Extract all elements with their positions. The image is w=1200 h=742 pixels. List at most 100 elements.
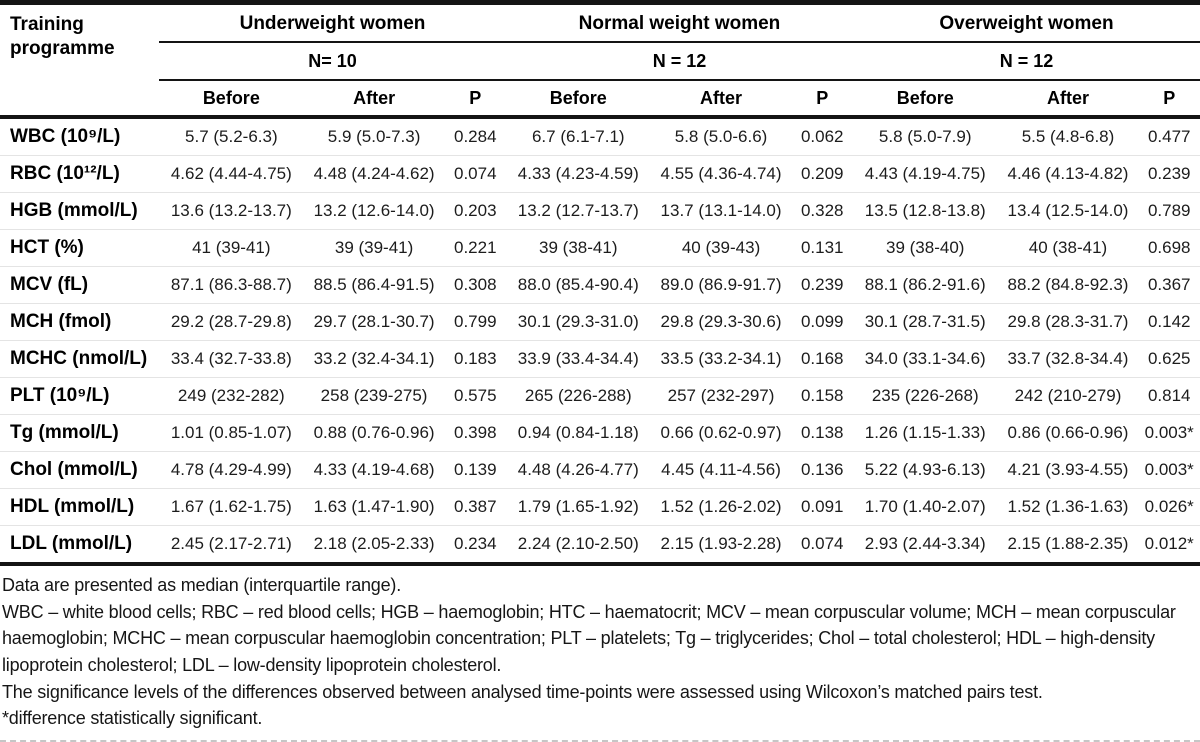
- row-label: HDL (mmol/L): [0, 488, 160, 526]
- data-cell: 4.78 (4.29-4.99): [159, 451, 304, 489]
- row-label: Chol (mmol/L): [0, 451, 160, 489]
- data-cell: 13.5 (12.8-13.8): [852, 192, 998, 230]
- data-cell: 0.94 (0.84-1.18): [505, 414, 651, 452]
- group-n-normal-weight: N = 12: [505, 42, 853, 81]
- data-cell: 235 (226-268): [852, 377, 998, 415]
- data-cell: 1.63 (1.47-1.90): [303, 488, 445, 526]
- data-cell: 13.2 (12.7-13.7): [505, 192, 651, 230]
- data-cell: 5.22 (4.93-6.13): [852, 451, 998, 489]
- data-cell: 0.003*: [1138, 451, 1200, 489]
- data-cell: 34.0 (33.1-34.6): [852, 340, 998, 378]
- data-cell: 88.0 (85.4-90.4): [505, 266, 651, 304]
- data-cell: 1.01 (0.85-1.07): [159, 414, 304, 452]
- table-row: RBC (10¹²/L) 4.62 (4.44-4.75) 4.48 (4.24-4…: [0, 155, 1200, 193]
- data-cell: 40 (38-41): [997, 229, 1139, 267]
- row-label: WBC (10⁹/L): [10, 126, 121, 147]
- data-cell: 0.099: [791, 303, 853, 341]
- group-header-overweight: Overweight women: [852, 2, 1200, 43]
- data-cell: 4.33 (4.23-4.59): [505, 155, 651, 193]
- data-cell: 39 (38-41): [505, 229, 651, 267]
- data-cell: 2.15 (1.93-2.28): [650, 525, 792, 566]
- col-header-after-overweight: After: [997, 80, 1139, 119]
- table-row: HCT (%) 41 (39-41) 39 (39-41) 0.221 39 (38-4…: [0, 229, 1200, 267]
- data-cell: 13.6 (13.2-13.7): [159, 192, 304, 230]
- col-header-p-overweight: P: [1138, 80, 1200, 119]
- data-cell: 88.2 (84.8-92.3): [997, 266, 1139, 304]
- table-row: WBC (10⁹/L) 5.7 (5.2-6.3) 5.9 (5.0-7.3) 0.2…: [0, 117, 1200, 156]
- row-label: PLT (10⁹/L): [0, 377, 160, 415]
- data-cell: 0.158: [791, 377, 853, 415]
- table-row: Chol (mmol/L) 4.78 (4.29-4.99) 4.33 (4.19-…: [0, 451, 1200, 489]
- data-cell: 4.62 (4.44-4.75): [159, 155, 304, 193]
- row-label: LDL (mmol/L): [0, 525, 160, 566]
- col-header-before-underweight: Before: [159, 80, 304, 119]
- data-cell: 33.7 (32.8-34.4): [997, 340, 1139, 378]
- data-cell: 1.67 (1.62-1.75): [159, 488, 304, 526]
- data-cell: 0.387: [444, 488, 506, 526]
- data-cell: 0.239: [1138, 155, 1200, 193]
- col-header-after-normal-weight: After: [650, 80, 792, 119]
- data-cell: 39 (39-41): [303, 229, 445, 267]
- table-row: HGB (mmol/L) 13.6 (13.2-13.7) 13.2 (12.6-1…: [0, 192, 1200, 230]
- data-cell: 0.136: [791, 451, 853, 489]
- data-cell: 0.284: [454, 127, 497, 146]
- data-cell: 4.33 (4.19-4.68): [303, 451, 445, 489]
- row-label: HGB (mmol/L): [0, 192, 160, 230]
- data-cell: 5.8 (5.0-6.6): [674, 127, 768, 146]
- data-cell: 0.814: [1138, 377, 1200, 415]
- table-row: Tg (mmol/L) 1.01 (0.85-1.07) 0.88 (0.76-0.…: [0, 414, 1200, 452]
- data-cell: 0.234: [444, 525, 506, 566]
- col-header-before-overweight: Before: [852, 80, 998, 119]
- data-cell: 0.367: [1138, 266, 1200, 304]
- data-cell: 0.308: [444, 266, 506, 304]
- data-cell: 0.221: [444, 229, 506, 267]
- data-cell: 40 (39-43): [650, 229, 792, 267]
- data-cell: 0.074: [791, 525, 853, 566]
- data-cell: 0.026*: [1138, 488, 1200, 526]
- row-label: HCT (%): [0, 229, 160, 267]
- data-cell: 33.2 (32.4-34.1): [303, 340, 445, 378]
- table-row: HDL (mmol/L) 1.67 (1.62-1.75) 1.63 (1.47-1…: [0, 488, 1200, 526]
- table-header: Training programme Underweight women Nor…: [0, 2, 1200, 119]
- data-cell: 0.139: [444, 451, 506, 489]
- table-row: MCHC (nmol/L) 33.4 (32.7-33.8) 33.2 (32.4-…: [0, 340, 1200, 378]
- table-body: WBC (10⁹/L) 5.7 (5.2-6.3) 5.9 (5.0-7.3) 0.2…: [0, 117, 1200, 566]
- data-cell: 39 (38-40): [852, 229, 998, 267]
- data-cell: 30.1 (29.3-31.0): [505, 303, 651, 341]
- col-header-after-underweight: After: [303, 80, 445, 119]
- data-cell: 41 (39-41): [159, 229, 304, 267]
- data-cell: 0.799: [444, 303, 506, 341]
- data-cell: 6.7 (6.1-7.1): [531, 127, 625, 146]
- data-cell: 5.7 (5.2-6.3): [185, 127, 278, 146]
- table-row: MCV (fL) 87.1 (86.3-88.7) 88.5 (86.4-91.5)…: [0, 266, 1200, 304]
- data-cell: 13.2 (12.6-14.0): [303, 192, 445, 230]
- data-cell: 0.698: [1138, 229, 1200, 267]
- data-cell: 0.138: [791, 414, 853, 452]
- col-header-p-normal-weight: P: [791, 80, 853, 119]
- data-cell: 249 (232-282): [159, 377, 304, 415]
- data-cell: 0.86 (0.66-0.96): [997, 414, 1139, 452]
- data-cell: 1.26 (1.15-1.33): [852, 414, 998, 452]
- data-cell: 29.8 (29.3-30.6): [650, 303, 792, 341]
- data-cell: 33.4 (32.7-33.8): [159, 340, 304, 378]
- data-cell: 4.48 (4.24-4.62): [303, 155, 445, 193]
- data-cell: 257 (232-297): [650, 377, 792, 415]
- data-cell: 4.55 (4.36-4.74): [650, 155, 792, 193]
- data-cell: 30.1 (28.7-31.5): [852, 303, 998, 341]
- data-cell: 4.43 (4.19-4.75): [852, 155, 998, 193]
- table-row: LDL (mmol/L) 2.45 (2.17-2.71) 2.18 (2.05-2…: [0, 525, 1200, 566]
- data-cell: 1.52 (1.36-1.63): [997, 488, 1139, 526]
- data-cell: 0.091: [791, 488, 853, 526]
- group-n-row: N= 10 N = 12 N = 12: [0, 42, 1200, 81]
- row-label: MCHC (nmol/L): [0, 340, 160, 378]
- data-cell: 1.52 (1.26-2.02): [650, 488, 792, 526]
- footnote-asterisk: *difference statistically significant.: [2, 708, 263, 729]
- data-cell: 29.2 (28.7-29.8): [159, 303, 304, 341]
- data-cell: 2.45 (2.17-2.71): [159, 525, 304, 566]
- data-cell: 87.1 (86.3-88.7): [159, 266, 304, 304]
- data-cell: 0.183: [444, 340, 506, 378]
- data-cell: 0.003*: [1138, 414, 1200, 452]
- data-cell: 1.70 (1.40-2.07): [852, 488, 998, 526]
- group-n-underweight: N= 10: [159, 42, 506, 81]
